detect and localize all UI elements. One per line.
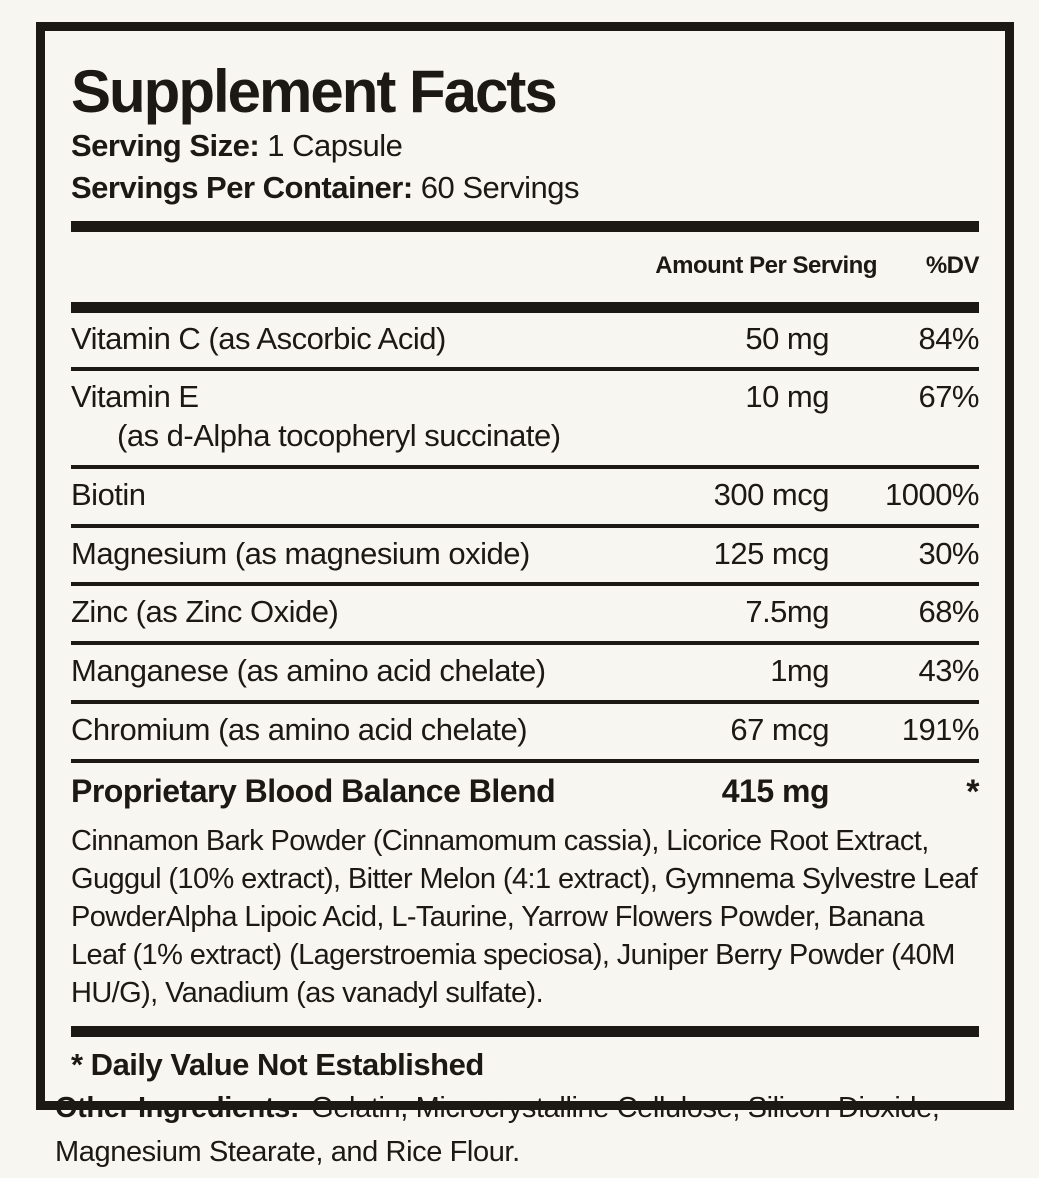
serving-size-value: 1 Capsule (259, 128, 403, 163)
supplement-facts-panel: Supplement Facts Serving Size: 1 Capsule… (36, 22, 1014, 1110)
nutrient-name-cell: Manganese (as amino acid chelate) (71, 652, 619, 691)
nutrient-name-cell: Vitamin C (as Ascorbic Acid) (71, 320, 619, 359)
nutrient-dv: 43% (918, 653, 979, 689)
nutrient-name-cell: Zinc (as Zinc Oxide) (71, 593, 619, 632)
nutrient-name-cell: Chromium (as amino acid chelate) (71, 711, 619, 750)
serving-size-line: Serving Size: 1 Capsule (71, 125, 979, 167)
table-row: Vitamin E (as d-Alpha tocopheryl succina… (71, 371, 980, 469)
nutrient-name-cell: Vitamin E (as d-Alpha tocopheryl succina… (71, 378, 619, 456)
nutrient-name-cell: Biotin (71, 476, 619, 515)
nutrient-name-line2: (as d-Alpha tocopheryl succinate) (117, 418, 561, 454)
nutrient-table: Vitamin C (as Ascorbic Acid) 50 mg 84% V… (71, 313, 980, 763)
table-row: Biotin 300 mcg 1000% (71, 469, 980, 528)
table-row: Vitamin C (as Ascorbic Acid) 50 mg 84% (71, 313, 980, 372)
other-ingredients-section: Other Ingredients: Gelatin, Microcrystall… (55, 1086, 1005, 1174)
nutrient-amount: 1mg (770, 653, 829, 689)
header-percent-dv: %DV (925, 251, 980, 279)
other-ingredients-label: Other Ingredients: (55, 1092, 300, 1124)
nutrient-name: Manganese (as amino acid chelate) (71, 653, 546, 689)
divider-bar-top (71, 220, 979, 232)
table-header-row: Amount Per Serving %DV (71, 232, 979, 302)
blend-description: Cinnamon Bark Powder (Cinnamomum cassia)… (71, 824, 978, 1009)
table-row: Manganese (as amino acid chelate) 1mg 43… (71, 645, 980, 704)
header-amount-per-serving: Amount Per Serving (655, 251, 877, 279)
nutrient-dv: 1000% (884, 476, 980, 512)
nutrient-dv: 68% (918, 594, 979, 630)
other-ingredients-value: Gelatin, Microcrystalline Cellulose, Sil… (55, 1092, 940, 1168)
panel-title: Supplement Facts (71, 58, 558, 125)
servings-per-container-line: Servings Per Container: 60 Servings (71, 167, 979, 209)
servings-per-container-label: Servings Per Container: (71, 169, 413, 205)
nutrient-name: Zinc (as Zinc Oxide) (71, 594, 339, 630)
servings-per-container-value: 60 Servings (412, 169, 580, 205)
daily-value-footnote: * Daily Value Not Established (71, 1046, 484, 1082)
divider-bar-footnote (71, 1025, 979, 1037)
nutrient-dv: 30% (918, 535, 979, 571)
nutrient-dv: 191% (901, 711, 980, 747)
divider-bar-header (71, 301, 979, 313)
blend-amount: 415 mg (721, 772, 830, 809)
nutrient-name: Chromium (as amino acid chelate) (71, 711, 528, 747)
nutrient-amount: 50 mg (745, 320, 829, 356)
nutrient-name: Vitamin C (as Ascorbic Acid) (71, 320, 446, 356)
nutrient-name: Vitamin E (71, 379, 199, 415)
nutrient-amount: 10 mg (745, 379, 829, 415)
nutrient-amount: 125 mcg (713, 535, 830, 571)
nutrient-dv: 84% (918, 320, 979, 356)
blend-header-row: Proprietary Blood Balance Blend 415 mg * (71, 772, 980, 812)
proprietary-blend-section: Proprietary Blood Balance Blend 415 mg *… (71, 763, 980, 1026)
serving-size-label: Serving Size: (71, 128, 260, 163)
table-row: Magnesium (as magnesium oxide) 125 mcg 3… (71, 528, 980, 587)
nutrient-name: Magnesium (as magnesium oxide) (71, 535, 530, 571)
table-row: Chromium (as amino acid chelate) 67 mcg … (71, 704, 980, 763)
blend-name: Proprietary Blood Balance Blend (71, 772, 556, 809)
nutrient-amount: 300 mcg (713, 476, 830, 512)
table-row: Zinc (as Zinc Oxide) 7.5mg 68% (71, 586, 980, 646)
nutrient-name-cell: Magnesium (as magnesium oxide) (71, 535, 619, 574)
nutrient-amount: 7.5mg (745, 594, 829, 630)
nutrient-dv: 67% (918, 379, 979, 415)
nutrient-name: Biotin (71, 476, 146, 512)
blend-dv-asterisk: * (966, 772, 979, 811)
nutrient-amount: 67 mcg (730, 711, 829, 747)
